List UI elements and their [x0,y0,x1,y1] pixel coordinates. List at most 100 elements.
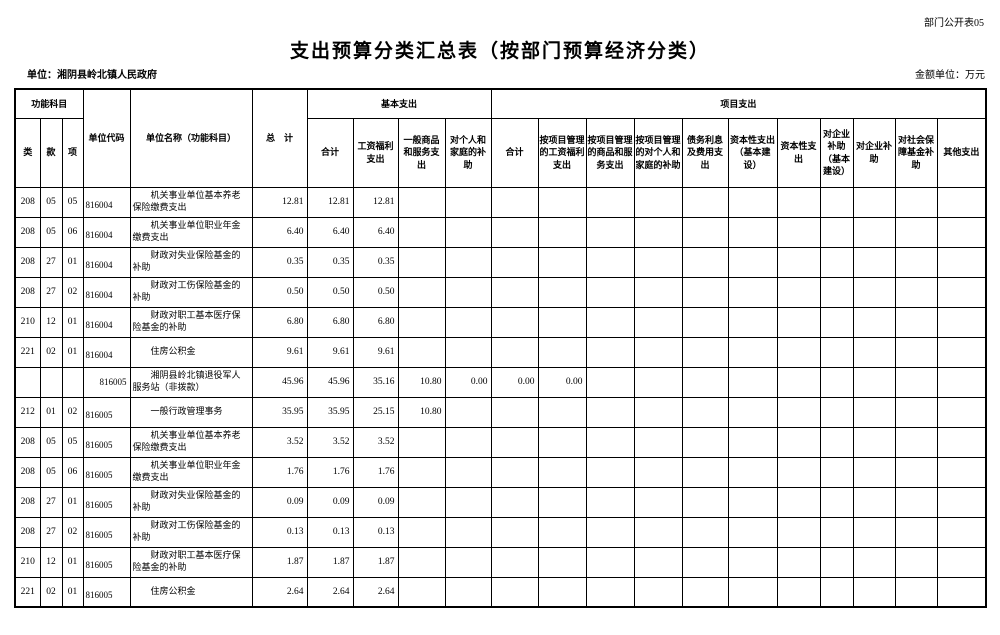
cell-other [936,306,987,338]
cell-total: 1.76 [251,456,308,488]
cell-enterprise [852,246,896,278]
cell-capital [776,306,821,338]
cell-basic-goods [397,276,446,308]
cell-item [61,366,84,398]
cell-debt-interest [681,486,729,518]
cell-class: 208 [14,456,41,488]
cell-project-individual [633,396,683,428]
cell-unit-name: 财政对职工基本医疗保险基金的补助 [129,306,253,338]
cell-section: 01 [39,396,63,428]
cell-enterprise-construction [819,576,854,608]
cell-basic-wage: 25.15 [352,396,399,428]
cell-section: 02 [39,576,63,608]
cell-class [14,366,41,398]
cell-section: 27 [39,246,63,278]
cell-enterprise [852,486,896,518]
cell-total: 6.80 [251,306,308,338]
cell-project-goods [585,396,635,428]
col-capital: 资本性支出 [776,117,821,188]
cell-capital [776,336,821,368]
cell-section: 05 [39,456,63,488]
cell-capital [776,516,821,548]
cell-debt-interest [681,576,729,608]
header-group-row: 功能科目 单位代码 单位名称（功能科目） 总 计 基本支出 项目支出 [14,88,987,188]
cell-unit-code: 816004 [82,246,131,278]
cell-basic-individual [444,546,492,578]
cell-basic-wage: 3.52 [352,426,399,458]
cell-unit-code: 816004 [82,306,131,338]
cell-social-security [894,426,938,458]
cell-project-subtotal [490,306,539,338]
cell-social-security [894,546,938,578]
cell-unit-name: 机关事业单位职业年金缴费支出 [129,456,253,488]
cell-total: 0.35 [251,246,308,278]
cell-item: 05 [61,186,84,218]
cell-project-wage [537,396,587,428]
cell-class: 208 [14,186,41,218]
cell-unit-code: 816005 [82,576,131,608]
col-enterprise-subsidy-construction: 对企业补助（基本建设） [819,117,854,188]
cell-debt-interest [681,456,729,488]
cell-enterprise-construction [819,516,854,548]
cell-item: 01 [61,306,84,338]
cell-basic-subtotal: 0.13 [306,516,354,548]
cell-capital-construction [727,306,778,338]
col-other: 其他支出 [936,117,987,188]
table-row: 221 02 01 816005 住房公积金 2.64 2.64 2.64 [14,576,987,608]
table-row: 212 01 02 816005 一般行政管理事务 35.95 35.95 25.15 10.8… [14,396,987,428]
cell-project-individual [633,486,683,518]
cell-unit-name: 财政对失业保险基金的补助 [129,246,253,278]
cell-project-wage [537,546,587,578]
cell-social-security [894,246,938,278]
cell-basic-subtotal: 1.87 [306,546,354,578]
cell-debt-interest [681,366,729,398]
cell-unit-name: 财政对工伤保险基金的补助 [129,276,253,308]
cell-project-individual [633,216,683,248]
cell-enterprise [852,276,896,308]
cell-total: 35.95 [251,396,308,428]
cell-basic-wage: 1.87 [352,546,399,578]
cell-enterprise [852,366,896,398]
cell-social-security [894,516,938,548]
cell-basic-individual [444,426,492,458]
cell-social-security [894,576,938,608]
cell-class: 210 [14,546,41,578]
cell-unit-name: 财政对职工基本医疗保险基金的补助 [129,546,253,578]
table-row: 208 05 05 816005 机关事业单位基本养老保险缴费支出 3.52 3.52 3.5… [14,426,987,458]
cell-debt-interest [681,546,729,578]
cell-total: 2.64 [251,576,308,608]
cell-total: 0.50 [251,276,308,308]
cell-unit-code: 816004 [82,336,131,368]
col-enterprise-subsidy: 对企业补助 [852,117,896,188]
budget-table: 功能科目 单位代码 单位名称（功能科目） 总 计 基本支出 项目支出 类 款 项… [14,88,988,608]
cell-enterprise [852,546,896,578]
cell-project-goods [585,336,635,368]
cell-enterprise-construction [819,546,854,578]
cell-total: 1.87 [251,546,308,578]
cell-basic-subtotal: 1.76 [306,456,354,488]
cell-project-goods [585,216,635,248]
cell-enterprise-construction [819,246,854,278]
cell-project-wage [537,486,587,518]
cell-basic-wage: 0.09 [352,486,399,518]
cell-basic-subtotal: 0.35 [306,246,354,278]
cell-project-wage [537,216,587,248]
cell-section: 05 [39,426,63,458]
cell-capital [776,366,821,398]
cell-basic-wage: 0.50 [352,276,399,308]
cell-project-goods [585,516,635,548]
col-social-security-subsidy: 对社会保障基金补助 [894,117,938,188]
cell-project-individual [633,456,683,488]
cell-other [936,516,987,548]
cell-basic-wage: 35.16 [352,366,399,398]
cell-item: 02 [61,396,84,428]
cell-capital-construction [727,366,778,398]
cell-other [936,366,987,398]
cell-social-security [894,306,938,338]
cell-project-wage [537,516,587,548]
cell-project-wage [537,456,587,488]
cell-item: 06 [61,216,84,248]
cell-basic-individual [444,276,492,308]
cell-project-subtotal [490,396,539,428]
cell-basic-individual [444,516,492,548]
